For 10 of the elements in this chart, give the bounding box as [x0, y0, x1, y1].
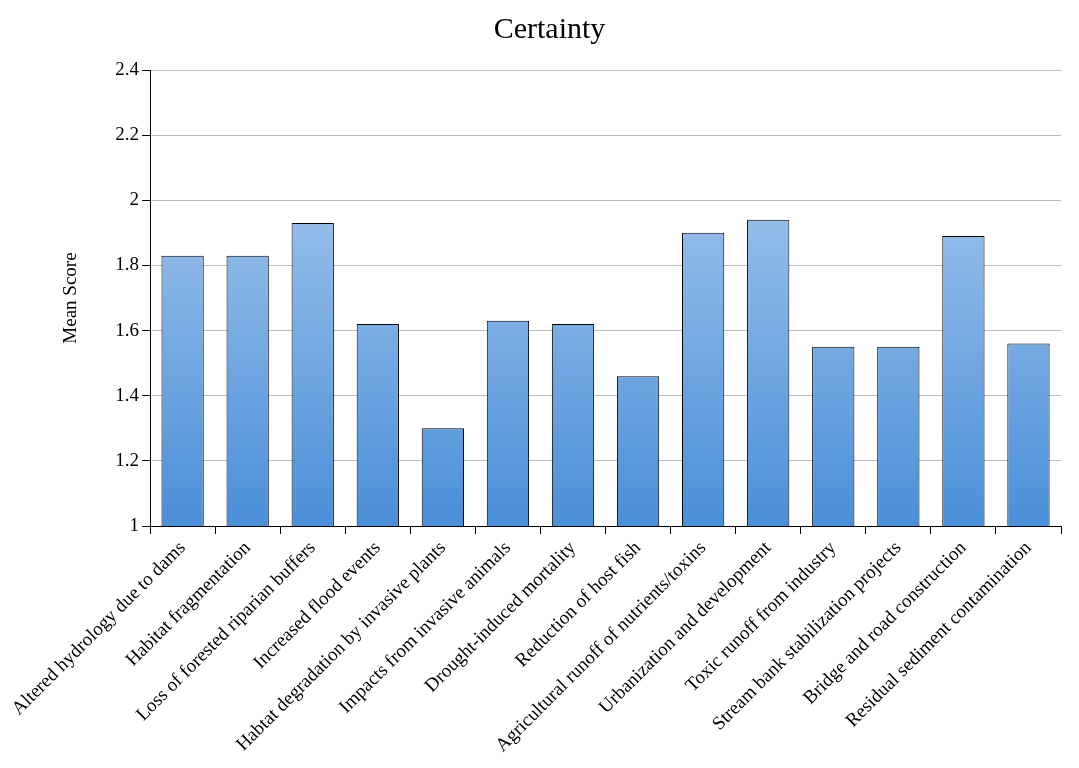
chart-title: Certainty [493, 10, 606, 44]
y-tick-label: 1 [129, 514, 140, 536]
y-tick-label: 2.2 [115, 123, 140, 145]
y-tick-label: 1.2 [115, 448, 140, 470]
y-tick-label: 1.4 [115, 383, 140, 405]
y-tick-label: 1.6 [115, 318, 140, 340]
y-tick-label: 2.4 [115, 57, 140, 79]
y-tick-label: 1.8 [115, 253, 140, 275]
y-axis-title: Mean Score [58, 252, 80, 344]
y-tick-label: 2 [129, 188, 140, 210]
